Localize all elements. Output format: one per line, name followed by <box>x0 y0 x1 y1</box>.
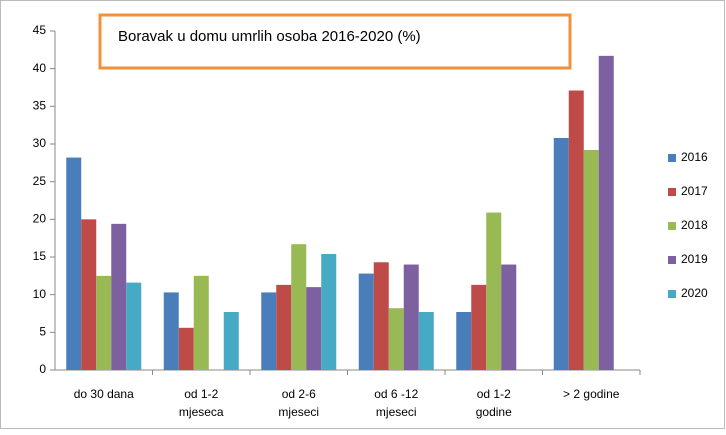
bar <box>163 292 179 370</box>
title-box <box>98 13 572 70</box>
y-tick-label: 30 <box>33 136 47 150</box>
legend-label: 2018 <box>681 218 708 232</box>
y-tick-label: 45 <box>33 23 47 37</box>
x-tick-label: > 2 godine <box>563 387 620 401</box>
legend-swatch <box>668 188 676 196</box>
legend-label: 2016 <box>681 150 708 164</box>
bar <box>276 284 292 370</box>
y-tick-label: 10 <box>33 287 47 301</box>
bar <box>388 308 404 370</box>
x-tick-label: od 2-6 <box>282 387 316 401</box>
x-tick-label: mjeseca <box>179 405 224 419</box>
bar <box>306 287 322 370</box>
x-tick-label: godine <box>476 405 512 419</box>
legend-label: 2020 <box>681 286 708 300</box>
bar <box>598 55 614 371</box>
y-tick-label: 20 <box>33 212 47 226</box>
legend-swatch <box>668 222 676 230</box>
legend-swatch <box>668 290 676 298</box>
bar <box>486 212 502 370</box>
bar <box>111 223 127 370</box>
chart-title: Boravak u domu umrlih osoba 2016-2020 (%… <box>118 28 421 45</box>
bar <box>321 253 337 370</box>
x-tick-label: od 6 -12 <box>374 387 418 401</box>
y-tick-label: 25 <box>33 174 47 188</box>
y-tick-label: 35 <box>33 99 47 113</box>
x-tick-label: od 1-2 <box>184 387 218 401</box>
bar <box>66 157 82 370</box>
bar <box>126 282 142 370</box>
x-tick-label: mjeseci <box>376 405 417 419</box>
bar <box>96 275 112 370</box>
y-tick-label: 15 <box>33 249 47 263</box>
legend-swatch <box>668 256 676 264</box>
bar <box>178 327 194 370</box>
y-tick-label: 5 <box>39 325 46 339</box>
y-tick-label: 40 <box>33 61 47 75</box>
x-tick-label: mjeseci <box>278 405 319 419</box>
bar <box>501 264 517 370</box>
bar <box>471 284 487 370</box>
bar <box>568 90 584 370</box>
bar <box>583 150 599 370</box>
legend-label: 2017 <box>681 184 708 198</box>
bar <box>193 275 209 370</box>
legend-swatch <box>668 154 676 162</box>
bar <box>291 244 307 370</box>
bar <box>358 273 374 370</box>
bar <box>223 311 239 370</box>
bar <box>456 311 472 370</box>
y-tick-label: 0 <box>39 362 46 376</box>
legend-label: 2019 <box>681 252 708 266</box>
bar <box>553 137 569 370</box>
bar <box>81 219 97 370</box>
x-tick-label: od 1-2 <box>477 387 511 401</box>
bar <box>373 262 389 370</box>
x-tick-label: do 30 dana <box>74 387 134 401</box>
bar <box>418 311 434 370</box>
bar <box>261 292 277 370</box>
bar <box>403 264 419 370</box>
